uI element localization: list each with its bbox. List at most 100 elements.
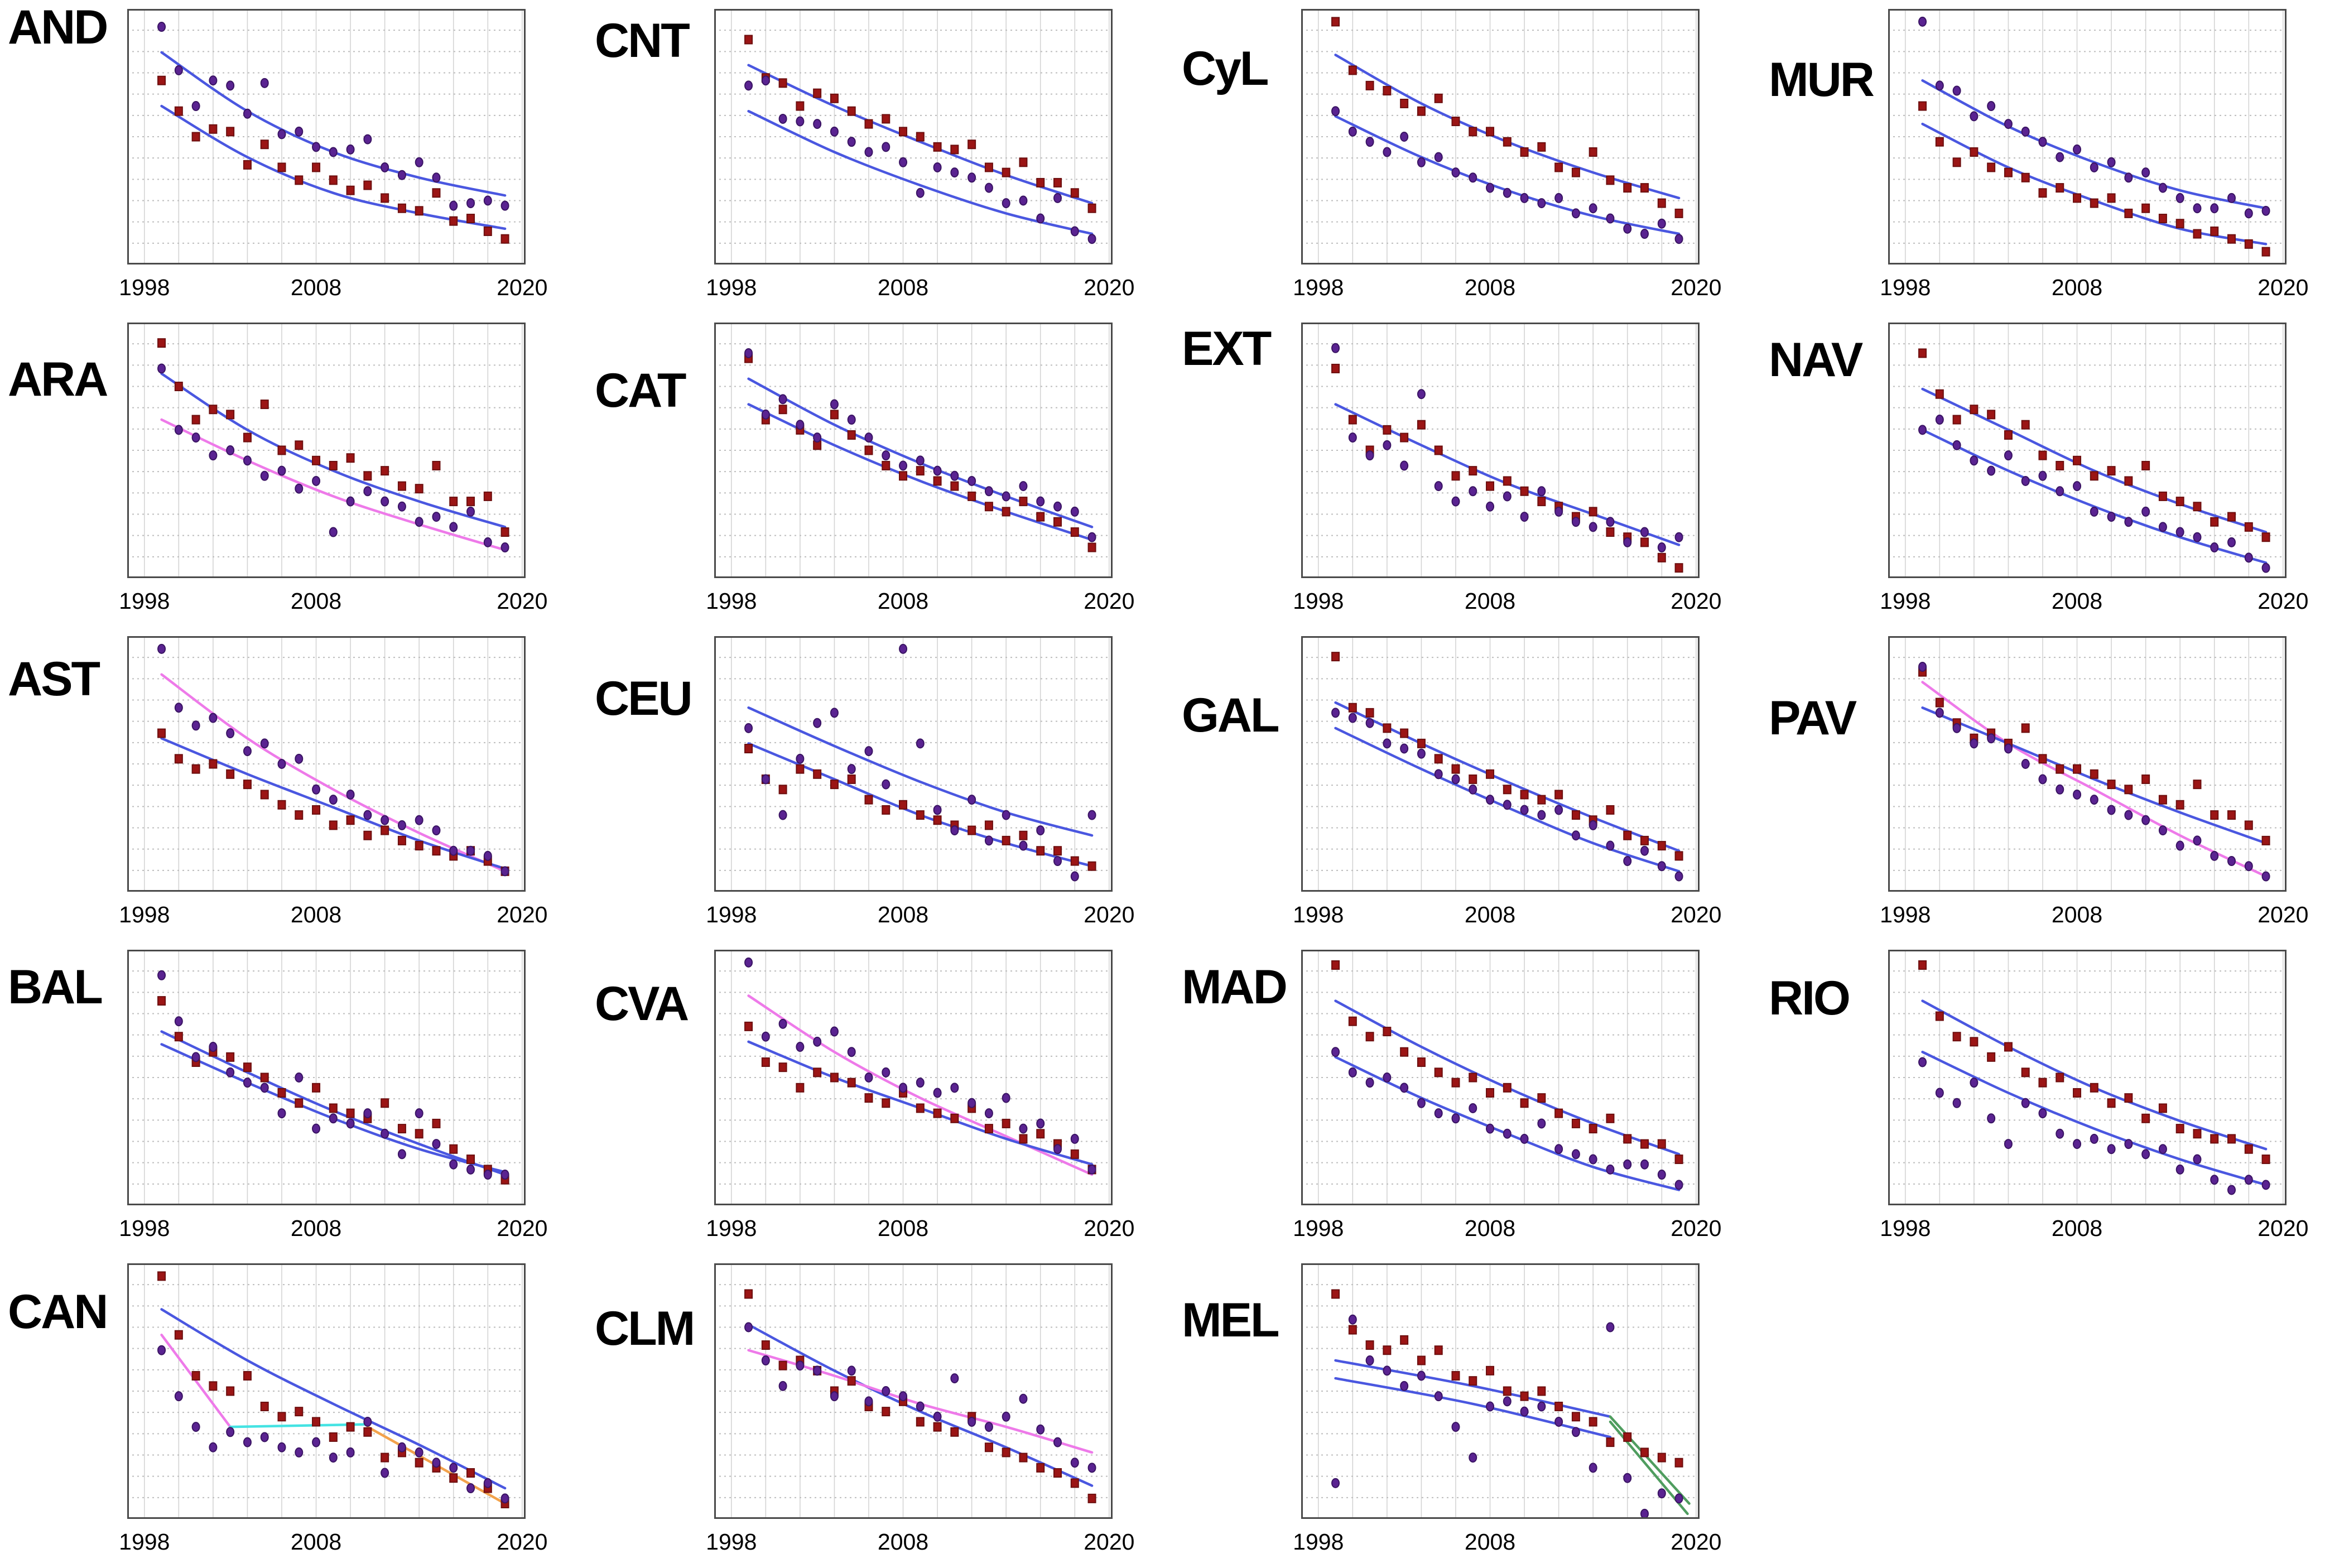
purple-circle-point bbox=[1036, 825, 1045, 836]
red-square-point bbox=[191, 1371, 200, 1381]
panel-title: ARA bbox=[8, 353, 108, 406]
plot-area bbox=[714, 636, 1113, 892]
red-square-point bbox=[1451, 764, 1460, 774]
purple-circle-point bbox=[2175, 527, 2184, 537]
purple-circle-point bbox=[813, 432, 822, 443]
red-square-point bbox=[1469, 466, 1477, 476]
purple-circle-point bbox=[1019, 1123, 1028, 1134]
red-square-point bbox=[1019, 157, 1028, 167]
x-tick-label: 2020 bbox=[2257, 588, 2309, 614]
red-square-point bbox=[1331, 652, 1340, 662]
plot-border bbox=[127, 636, 526, 892]
purple-circle-point bbox=[1554, 193, 1563, 203]
panel-title: EXT bbox=[1182, 322, 1272, 376]
purple-circle-point bbox=[1451, 496, 1460, 507]
purple-circle-point bbox=[1571, 1427, 1580, 1437]
red-square-point bbox=[1087, 1493, 1096, 1503]
red-square-point bbox=[1070, 188, 1079, 198]
purple-circle-point bbox=[899, 1083, 908, 1093]
purple-circle-point bbox=[1571, 208, 1580, 219]
purple-circle-point bbox=[432, 1139, 441, 1149]
purple-circle-point bbox=[967, 1098, 976, 1108]
purple-circle-point bbox=[916, 1078, 925, 1088]
red-square-point bbox=[415, 484, 423, 494]
purple-circle-point bbox=[1002, 1093, 1010, 1103]
purple-circle-point bbox=[2124, 1139, 2133, 1149]
purple-circle-point bbox=[2090, 795, 2098, 805]
purple-circle-point bbox=[449, 1159, 458, 1170]
x-tick-label: 2020 bbox=[1084, 902, 1135, 927]
purple-circle-point bbox=[277, 1442, 286, 1452]
purple-circle-point bbox=[483, 537, 492, 547]
purple-circle-point bbox=[2158, 182, 2167, 193]
panel-title: CAT bbox=[595, 364, 686, 417]
red-square-point bbox=[1036, 1129, 1045, 1139]
red-square-point bbox=[2261, 835, 2270, 845]
red-square-point bbox=[1451, 117, 1460, 127]
purple-circle-point bbox=[1537, 1118, 1546, 1129]
purple-circle-point bbox=[1657, 218, 1666, 229]
x-tick-label: 1998 bbox=[119, 902, 170, 927]
red-square-point bbox=[882, 460, 890, 470]
red-square-point bbox=[2073, 193, 2082, 203]
red-square-point bbox=[1019, 1134, 1028, 1144]
red-square-point bbox=[397, 835, 406, 845]
x-tick-label: 2008 bbox=[877, 902, 929, 927]
red-square-point bbox=[1434, 1345, 1443, 1355]
red-square-point bbox=[899, 800, 908, 810]
purple-circle-point bbox=[1970, 111, 1979, 122]
purple-circle-point bbox=[1417, 1370, 1426, 1381]
purple-circle-point bbox=[864, 1072, 873, 1083]
purple-circle-point bbox=[1657, 1488, 1666, 1499]
purple-circle-point bbox=[2193, 835, 2202, 846]
purple-circle-point bbox=[2038, 470, 2047, 481]
purple-circle-point bbox=[1554, 805, 1563, 815]
red-square-point bbox=[1451, 471, 1460, 481]
purple-circle-point bbox=[1400, 1083, 1409, 1093]
red-square-point bbox=[1674, 208, 1683, 218]
x-tick-label: 1998 bbox=[706, 1529, 757, 1555]
purple-circle-point bbox=[346, 789, 355, 800]
red-square-point bbox=[346, 815, 355, 825]
purple-circle-point bbox=[2244, 552, 2253, 563]
purple-circle-point bbox=[432, 825, 441, 836]
chart-panel: ARA 1998 2008 2020 bbox=[0, 314, 587, 627]
red-square-point bbox=[2090, 769, 2098, 779]
purple-circle-point bbox=[449, 845, 458, 856]
red-square-point bbox=[329, 1432, 338, 1442]
red-square-point bbox=[226, 410, 235, 420]
chart-panel: RIO 1998 2008 2020 bbox=[1761, 941, 2348, 1254]
red-square-point bbox=[1070, 527, 1079, 537]
purple-circle-point bbox=[1365, 718, 1374, 728]
plot-area bbox=[714, 1263, 1113, 1519]
red-square-point bbox=[1383, 86, 1392, 96]
red-square-point bbox=[209, 759, 218, 769]
purple-circle-point bbox=[967, 795, 976, 805]
red-square-point bbox=[744, 1021, 753, 1031]
red-square-point bbox=[967, 140, 976, 150]
purple-circle-point bbox=[984, 486, 993, 497]
red-square-point bbox=[1486, 769, 1495, 779]
red-square-point bbox=[882, 805, 890, 815]
red-square-point bbox=[933, 1422, 942, 1432]
red-square-point bbox=[847, 430, 856, 440]
purple-circle-point bbox=[2124, 517, 2133, 527]
purple-circle-point bbox=[2124, 810, 2133, 820]
red-square-point bbox=[1657, 198, 1666, 208]
x-tick-label: 2008 bbox=[290, 1215, 342, 1241]
purple-circle-point bbox=[1070, 506, 1079, 517]
plot-border bbox=[714, 950, 1113, 1205]
red-square-point bbox=[2175, 497, 2184, 507]
purple-circle-point bbox=[1657, 1170, 1666, 1180]
chart-panel: CLM 1998 2008 2020 bbox=[587, 1254, 1174, 1568]
red-square-point bbox=[2193, 502, 2202, 512]
red-square-point bbox=[984, 820, 993, 830]
red-square-point bbox=[2090, 1083, 2098, 1093]
blue-trend-line bbox=[747, 1323, 1094, 1487]
x-tick-label: 1998 bbox=[706, 588, 757, 614]
purple-circle-point bbox=[1520, 512, 1529, 522]
red-square-point bbox=[226, 1052, 235, 1062]
x-tick-label: 2020 bbox=[1084, 1215, 1135, 1241]
purple-circle-point bbox=[209, 75, 218, 86]
purple-circle-point bbox=[1417, 389, 1426, 400]
